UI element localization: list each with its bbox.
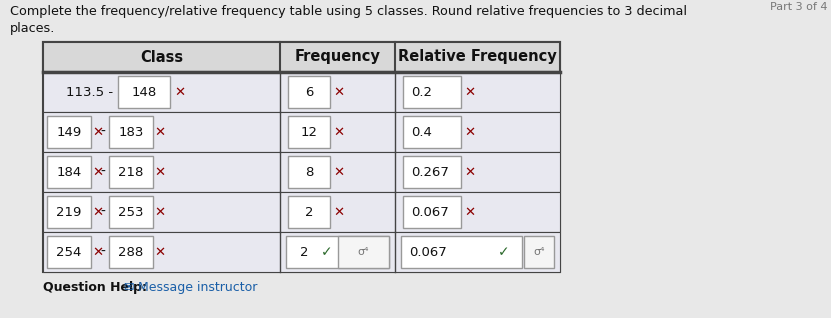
Text: Frequency: Frequency <box>294 50 381 65</box>
Text: Question Help:: Question Help: <box>43 280 147 294</box>
Bar <box>403 156 461 188</box>
Bar <box>47 196 91 228</box>
Text: 0.067: 0.067 <box>409 245 447 259</box>
Text: -: - <box>101 205 106 219</box>
Bar <box>109 156 153 188</box>
Text: 6: 6 <box>305 86 313 99</box>
Text: ✕: ✕ <box>465 165 475 178</box>
Bar <box>43 112 560 152</box>
Text: 12: 12 <box>301 126 317 139</box>
Bar <box>288 76 330 108</box>
Bar <box>288 156 330 188</box>
Text: ✓: ✓ <box>499 245 509 259</box>
Text: ✕: ✕ <box>333 205 345 218</box>
Bar <box>109 236 153 268</box>
Text: 2: 2 <box>300 245 308 259</box>
Text: -: - <box>101 125 106 139</box>
Text: 0.2: 0.2 <box>411 86 432 99</box>
Text: ✉: ✉ <box>123 280 134 294</box>
Text: σ⁴: σ⁴ <box>358 247 369 257</box>
Text: 219: 219 <box>57 205 81 218</box>
Bar <box>288 196 330 228</box>
Text: 254: 254 <box>57 245 81 259</box>
Bar <box>403 76 461 108</box>
Text: 148: 148 <box>131 86 156 99</box>
Bar <box>286 236 389 268</box>
Bar <box>43 232 560 272</box>
Text: -: - <box>101 165 106 179</box>
Text: Complete the frequency/relative frequency table using 5 classes. Round relative : Complete the frequency/relative frequenc… <box>10 5 687 18</box>
Bar <box>47 236 91 268</box>
Text: ✕: ✕ <box>155 126 165 139</box>
Text: places.: places. <box>10 22 56 35</box>
Bar <box>118 76 170 108</box>
Bar <box>109 196 153 228</box>
Text: ✕: ✕ <box>92 245 104 259</box>
Text: 113.5 -: 113.5 - <box>66 86 113 99</box>
Text: 149: 149 <box>57 126 81 139</box>
Bar <box>403 196 461 228</box>
Text: 288: 288 <box>118 245 144 259</box>
Text: ✕: ✕ <box>92 126 104 139</box>
Bar <box>401 236 522 268</box>
Text: 8: 8 <box>305 165 313 178</box>
Text: ✕: ✕ <box>92 205 104 218</box>
Bar <box>403 116 461 148</box>
Text: ✕: ✕ <box>465 86 475 99</box>
Text: 184: 184 <box>57 165 81 178</box>
Bar <box>524 236 554 268</box>
Text: 183: 183 <box>118 126 144 139</box>
Text: ✕: ✕ <box>465 205 475 218</box>
Text: 218: 218 <box>118 165 144 178</box>
Text: ✕: ✕ <box>175 86 185 99</box>
Bar <box>43 152 560 192</box>
Text: 0.4: 0.4 <box>411 126 432 139</box>
Bar <box>43 42 560 72</box>
Text: 0.267: 0.267 <box>411 165 449 178</box>
Text: ✕: ✕ <box>155 245 165 259</box>
Text: ✕: ✕ <box>92 165 104 178</box>
Text: σ⁴: σ⁴ <box>534 247 545 257</box>
Bar <box>338 236 389 268</box>
Bar <box>47 116 91 148</box>
Text: 253: 253 <box>118 205 144 218</box>
Text: -: - <box>101 245 106 259</box>
Text: Relative Frequency: Relative Frequency <box>398 50 557 65</box>
Bar <box>288 116 330 148</box>
Text: Message instructor: Message instructor <box>138 280 258 294</box>
Text: ✕: ✕ <box>155 205 165 218</box>
Text: ✕: ✕ <box>465 126 475 139</box>
Text: ✓: ✓ <box>321 245 332 259</box>
Text: Class: Class <box>140 50 183 65</box>
Text: 0.067: 0.067 <box>411 205 449 218</box>
Bar <box>43 42 560 272</box>
Bar <box>43 192 560 232</box>
Text: ✕: ✕ <box>333 86 345 99</box>
Text: ✕: ✕ <box>333 126 345 139</box>
Text: Part 3 of 4: Part 3 of 4 <box>770 2 828 12</box>
Text: ✕: ✕ <box>333 165 345 178</box>
Bar <box>43 72 560 112</box>
Bar <box>109 116 153 148</box>
Bar <box>47 156 91 188</box>
Text: 2: 2 <box>305 205 313 218</box>
Text: ✕: ✕ <box>155 165 165 178</box>
